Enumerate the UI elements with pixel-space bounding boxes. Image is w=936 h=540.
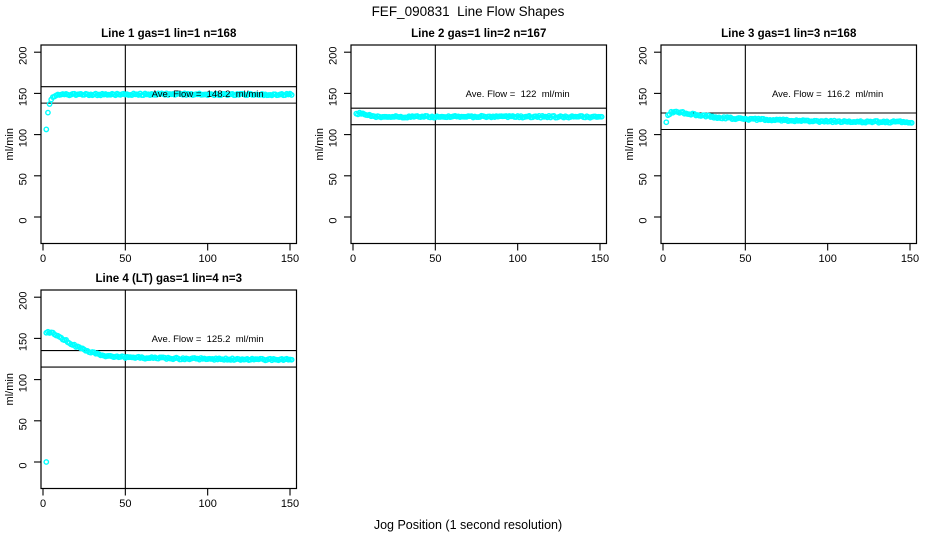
y-axis-label: ml/min xyxy=(4,128,16,160)
x-tick-label: 100 xyxy=(198,498,216,510)
outlier-point xyxy=(43,459,50,465)
y-tick-label: 150 xyxy=(638,88,650,106)
data-points xyxy=(663,108,915,126)
x-tick-label: 50 xyxy=(429,253,441,265)
panel-title: Line 1 gas=1 lin=1 n=168 xyxy=(101,28,237,40)
panel-box xyxy=(350,44,608,245)
panel-box xyxy=(40,44,298,245)
y-tick-label: 200 xyxy=(18,47,30,65)
main-title: FEF_090831 Line Flow Shapes xyxy=(372,4,565,19)
y-tick-label: 150 xyxy=(18,333,30,351)
panel-title: Line 4 (LT) gas=1 lin=4 n=3 xyxy=(96,273,242,285)
x-tick-label: 150 xyxy=(281,253,299,265)
x-tick-label: 150 xyxy=(901,253,919,265)
data-point xyxy=(598,113,605,120)
y-tick-label: 100 xyxy=(638,129,650,147)
y-tick-label: 0 xyxy=(18,217,30,223)
data-point xyxy=(288,92,295,98)
y-tick-label: 200 xyxy=(328,47,340,65)
ave-flow-annotation: Ave. Flow = 148.2 ml/min xyxy=(152,89,264,100)
x-tick-label: 100 xyxy=(818,253,836,265)
panel-line-4: Line 4 (LT) gas=1 lin=4 n=3 Ave. Flow = 1… xyxy=(4,273,299,510)
y-tick-label: 0 xyxy=(638,217,650,223)
panel-line-3: Line 3 gas=1 lin=3 n=168 Ave. Flow = 116.… xyxy=(624,28,919,265)
y-tick-label: 50 xyxy=(328,173,340,185)
x-tick-label: 150 xyxy=(281,498,299,510)
x-tick-label: 0 xyxy=(40,253,46,265)
y-tick-label: 50 xyxy=(18,173,30,185)
x-tick-label: 0 xyxy=(40,498,46,510)
y-tick-label: 50 xyxy=(638,173,650,185)
data-point xyxy=(43,126,50,133)
x-axis-caption: Jog Position (1 second resolution) xyxy=(374,518,562,532)
panel-box xyxy=(660,44,918,245)
y-tick-label: 100 xyxy=(18,129,30,147)
data-point xyxy=(663,119,670,126)
data-point xyxy=(908,119,915,126)
data-points xyxy=(353,109,605,121)
panel-line-1: Line 1 gas=1 lin=1 n=168 Ave. Flow = 148.… xyxy=(4,28,299,265)
panel-title: Line 2 gas=1 lin=2 n=167 xyxy=(411,28,546,40)
y-tick-label: 150 xyxy=(18,88,30,106)
x-tick-label: 100 xyxy=(508,253,526,265)
x-tick-label: 100 xyxy=(198,253,216,265)
x-tick-label: 50 xyxy=(119,253,131,265)
y-axis-label: ml/min xyxy=(4,373,16,405)
data-points xyxy=(43,90,295,133)
panel-title: Line 3 gas=1 lin=3 n=168 xyxy=(721,28,857,40)
x-tick-label: 150 xyxy=(591,253,609,265)
y-tick-label: 200 xyxy=(18,292,30,310)
y-tick-label: 150 xyxy=(328,88,340,106)
data-point xyxy=(45,109,51,116)
y-tick-label: 50 xyxy=(18,418,30,430)
y-tick-label: 0 xyxy=(328,217,340,223)
data-points xyxy=(43,328,295,465)
data-point xyxy=(288,356,295,363)
x-tick-label: 0 xyxy=(660,253,666,265)
y-tick-label: 200 xyxy=(638,47,650,65)
x-tick-label: 50 xyxy=(119,498,131,510)
panel-line-2: Line 2 gas=1 lin=2 n=167 Ave. Flow = 122 … xyxy=(314,28,609,265)
panel-box xyxy=(40,289,298,490)
x-tick-label: 0 xyxy=(350,253,356,265)
ave-flow-annotation: Ave. Flow = 122 ml/min xyxy=(466,89,570,100)
y-axis-label: ml/min xyxy=(314,128,326,160)
y-axis-label: ml/min xyxy=(624,128,636,160)
ave-flow-annotation: Ave. Flow = 125.2 ml/min xyxy=(152,334,264,345)
x-tick-label: 50 xyxy=(739,253,751,265)
y-tick-label: 100 xyxy=(18,374,30,392)
ave-flow-annotation: Ave. Flow = 116.2 ml/min xyxy=(772,89,883,100)
y-tick-label: 0 xyxy=(18,462,30,468)
y-tick-label: 100 xyxy=(328,129,340,147)
